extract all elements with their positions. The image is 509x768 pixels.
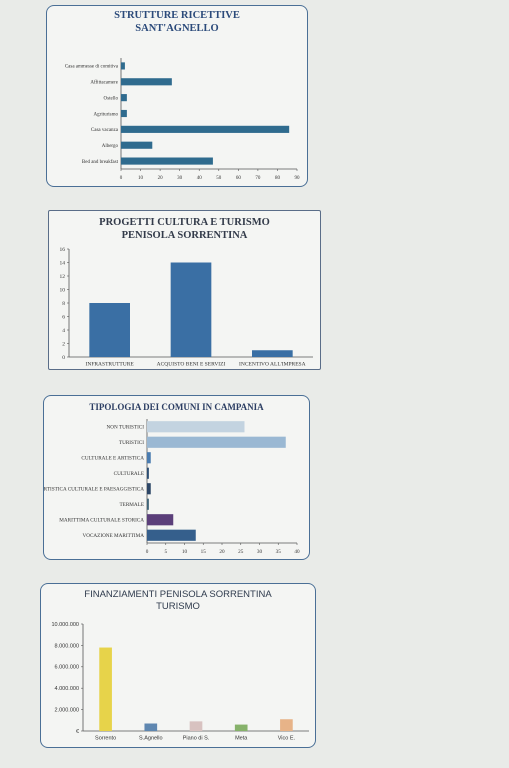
chart-plot: €2.000.000 4.000.000 6.000.000 8.000.000 10.… (51, 622, 309, 742)
x-tick-label: 80 (275, 176, 281, 181)
y-tick-label: 2.000.000 (55, 708, 79, 714)
chart-finanziamenti: FINANZIAMENTI PENISOLA SORRENTINA TURISMO… (40, 583, 316, 748)
category-label: CULTURALE (114, 471, 144, 477)
y-tick-label: 4 (62, 328, 65, 334)
x-tick-label: 0 (120, 176, 123, 181)
category-label: ACQUISTO BENI E SERVIZI (157, 362, 226, 368)
category-label: NON TURISTICI (106, 425, 144, 431)
category-label: MARITTIMA CULTURALE STORICA (59, 518, 144, 524)
y-tick-label: 14 (60, 260, 66, 266)
chart-title: STRUTTURE RICETTIVE SANT'AGNELLO (114, 10, 240, 34)
y-tick-label: 6.000.000 (55, 665, 79, 671)
bar (147, 467, 149, 479)
category-label: TURISTICI (119, 440, 144, 446)
y-tick-label: 0 (62, 355, 65, 361)
category-label: Meta (235, 736, 248, 742)
bar (147, 436, 286, 448)
category-label: Bed and breakfast (82, 160, 119, 165)
category-label: Casa ammesse di comitiva (65, 65, 119, 70)
x-tick-label: 40 (294, 549, 300, 555)
x-tick-label: 35 (276, 549, 282, 555)
y-tick-label: 12 (60, 274, 66, 280)
x-tick-label: 0 (146, 549, 149, 555)
y-tick-label: 4.000.000 (55, 686, 79, 692)
chart-plot: Casa ammesse di comitiva Affittacamere Ost… (65, 58, 301, 181)
category-label: INFRASTRUTTURE (86, 362, 135, 368)
x-tick-label: 20 (158, 176, 164, 181)
chart-title: PROGETTI CULTURA E TURISMO PENISOLA SORRE… (99, 217, 270, 241)
x-tick-label: 10 (182, 549, 188, 555)
chart-progetti-cultura: PROGETTI CULTURA E TURISMO PENISOLA SORRE… (48, 210, 321, 370)
x-tick-label: 10 (138, 176, 144, 181)
category-label: TERMALE (120, 502, 145, 508)
category-label: CULTURALE E ARTISTICA (81, 456, 144, 462)
chart-strutture-ricettive: STRUTTURE RICETTIVE SANT'AGNELLO Casa amm… (46, 5, 308, 187)
bar (121, 141, 153, 149)
y-tick-label: 8.000.000 (55, 643, 79, 649)
chart-title: TIPOLOGIA DEI COMUNI IN CAMPANIA (89, 402, 264, 412)
x-tick-label: 25 (238, 549, 244, 555)
bar (144, 723, 158, 731)
bar (147, 529, 196, 541)
category-label: VOCAZIONE STORICA, ARTISTICA CULTURALE E… (44, 487, 144, 493)
chart-plot: 0 2 4 6 8 10 12 14 16 INFRASTRUTTURE ACQUISTO BENI… (60, 247, 313, 368)
y-tick-label: 2 (62, 341, 65, 347)
bar (89, 303, 130, 357)
category-label: VOCAZIONE MARITTIMA (82, 533, 144, 539)
bar (147, 483, 151, 495)
bar (189, 721, 203, 731)
category-label: INCENTIVO ALL'IMPRESA (239, 362, 306, 368)
y-tick-label: 8 (62, 301, 65, 307)
category-label: Piano di S. (183, 736, 210, 742)
chart-tipologia-comuni: TIPOLOGIA DEI COMUNI IN CAMPANIA NON TUR… (43, 395, 310, 560)
x-tick-label: 60 (236, 176, 242, 181)
bar (234, 724, 248, 731)
bar (121, 62, 125, 70)
bar (170, 262, 212, 357)
category-label: Affittacamere (90, 81, 118, 86)
y-tick-label: 6 (62, 314, 65, 320)
bar (121, 125, 290, 133)
category-label: Vico E. (278, 736, 296, 742)
bar (280, 719, 293, 731)
bar (99, 647, 112, 731)
x-tick-label: 90 (295, 176, 301, 181)
x-tick-label: 5 (164, 549, 167, 555)
category-label: S.Agnello (139, 736, 163, 742)
category-label: Casa vacanza (91, 128, 119, 133)
bar (121, 94, 127, 102)
bar (147, 452, 151, 464)
category-label: Ostello (104, 96, 119, 101)
x-tick-label: 40 (197, 176, 203, 181)
x-tick-label: 30 (177, 176, 183, 181)
bar (147, 514, 174, 526)
x-tick-label: 15 (201, 549, 207, 555)
category-label: Albergo (102, 144, 119, 149)
x-tick-label: 50 (216, 176, 222, 181)
y-tick-label: 10 (60, 287, 66, 293)
x-tick-label: 70 (255, 176, 261, 181)
category-label: Agriturismo (94, 112, 119, 117)
y-tick-label: 16 (60, 247, 66, 253)
bar (121, 157, 213, 165)
y-tick-label: 10.000.000 (51, 622, 79, 628)
bar (147, 498, 149, 510)
x-tick-label: 20 (219, 549, 225, 555)
x-tick-label: 30 (257, 549, 263, 555)
y-tick-label: € (76, 729, 79, 735)
category-label: Sorrento (95, 736, 116, 742)
bar (252, 350, 293, 357)
chart-title: FINANZIAMENTI PENISOLA SORRENTINA TURISMO (84, 589, 272, 612)
bar (147, 421, 245, 433)
chart-plot: NON TURISTICI TURISTICI CULTURALE E ARTIST… (44, 419, 300, 555)
bar (121, 78, 172, 86)
bar (121, 109, 127, 118)
